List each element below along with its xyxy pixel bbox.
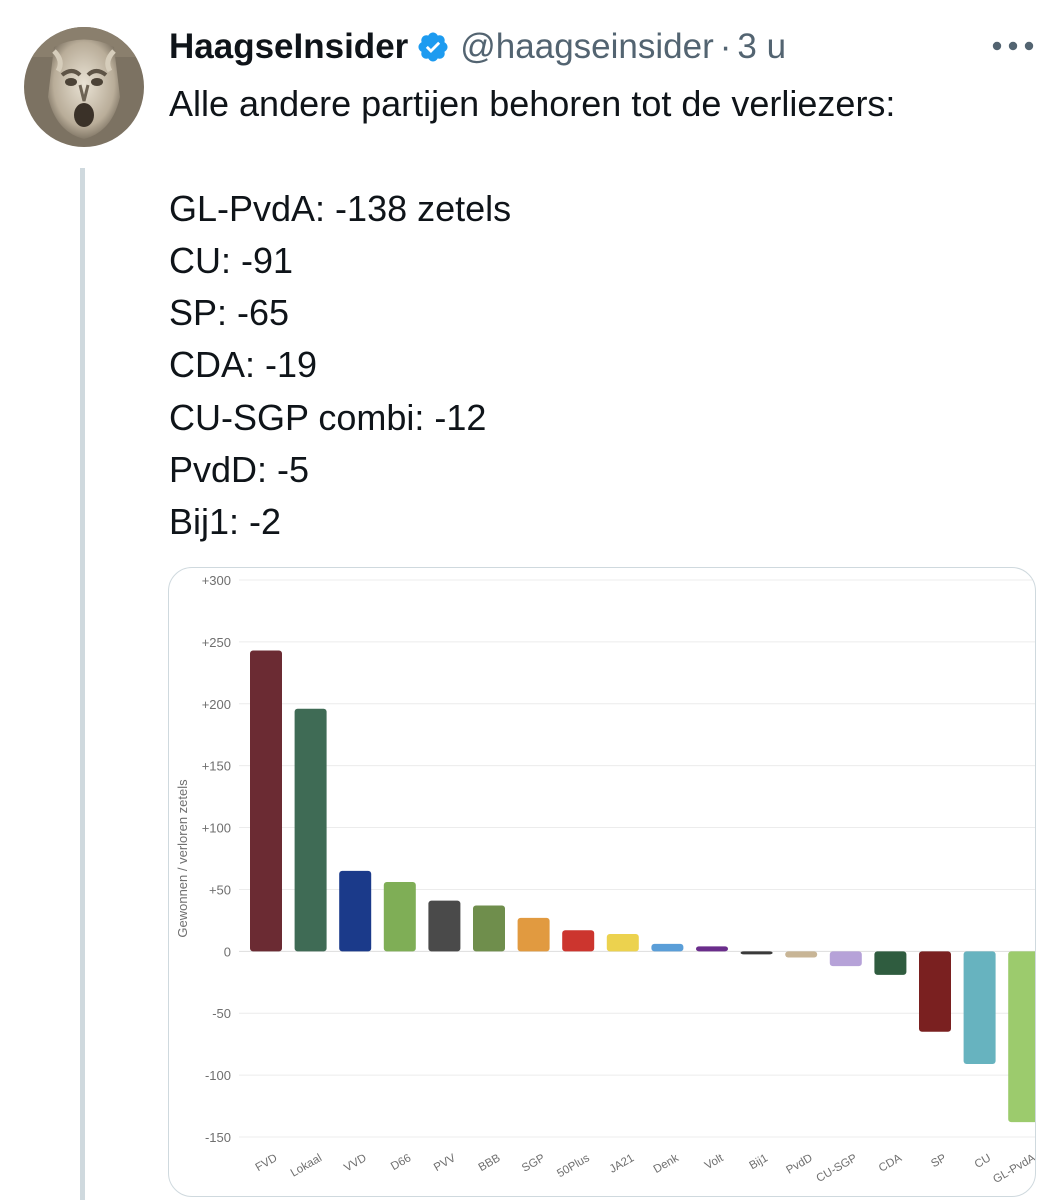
tweet-line: CDA: -19 (169, 344, 318, 386)
bar-bij1 (740, 951, 773, 955)
bar-volt (696, 946, 728, 952)
tweet-line: Bij1: -2 (169, 501, 282, 543)
bar-cu-sgp (829, 951, 862, 967)
x-tick-label: Bij1 (747, 1152, 770, 1172)
separator-dot: · (719, 27, 732, 66)
tweet-text: Alle andere partijen behoren tot de verl… (169, 78, 1029, 549)
y-axis-label: Gewonnen / verloren zetels (175, 779, 190, 938)
bar-d66 (383, 882, 416, 952)
more-options-icon[interactable] (988, 26, 1038, 66)
bar-chart: +300 +250 +200 +150 +100 +50 0 -50 -100 -150 Gewon… (175, 573, 1035, 1186)
x-tick-label: JA21 (608, 1152, 637, 1176)
x-tick-label: Volt (703, 1152, 726, 1172)
tweet-line: CU-SGP combi: -12 (169, 396, 487, 438)
y-tick-label: +250 (202, 635, 231, 650)
y-tick-label: +50 (209, 882, 231, 897)
y-tick-label: +200 (202, 697, 231, 712)
chart-image-card[interactable]: +300 +250 +200 +150 +100 +50 0 -50 -100 -150 Gewon… (168, 567, 1036, 1197)
tweet-intro-line: Alle andere partijen behoren tot de verl… (169, 83, 896, 124)
x-tick-label: Denk (652, 1152, 681, 1176)
x-tick-label: PvdD (784, 1152, 814, 1176)
y-tick-label: +100 (202, 821, 231, 836)
y-tick-label: +300 (202, 573, 231, 588)
bar-50plus (562, 930, 595, 952)
x-tick-label: SP (929, 1152, 949, 1170)
y-tick-label: 0 (224, 944, 231, 959)
x-tick-label: PVV (432, 1152, 458, 1174)
timestamp[interactable]: 3 u (737, 27, 787, 66)
bar-lokaal (294, 708, 327, 952)
bar-sgp (517, 917, 550, 952)
x-tick-label: CDA (877, 1152, 904, 1175)
bar-pvdd (785, 951, 818, 958)
x-tick-label: GL-PvdA (991, 1152, 1035, 1186)
x-tick-label: FVD (254, 1152, 280, 1174)
tweet-line: SP: -65 (169, 292, 290, 334)
tweet-header: HaagseInsider @haagseinsider · 3 u (169, 22, 786, 72)
bar-gl-pvda (1008, 951, 1035, 1123)
bar-bbb (473, 905, 505, 952)
bar-pvv (428, 900, 461, 952)
tweet-line: GL-PvdA: -138 zetels (169, 187, 512, 229)
x-tick-label: D66 (389, 1152, 413, 1173)
bar-cu (963, 951, 996, 1064)
tweet-line: PvdD: -5 (169, 449, 310, 491)
x-tick-label: Lokaal (289, 1152, 324, 1179)
blank-line (169, 130, 1029, 182)
y-tick-label: -100 (205, 1068, 231, 1083)
x-tick-label: CU-SGP (815, 1152, 860, 1185)
tweet-line: CU: -91 (169, 239, 294, 281)
avatar-image (24, 27, 144, 147)
x-tick-label: 50Plus (555, 1152, 592, 1180)
x-tick-label: SGP (520, 1152, 547, 1175)
bar-sp (919, 951, 951, 1032)
y-tick-label: -50 (212, 1006, 231, 1021)
y-tick-label: -150 (205, 1130, 231, 1145)
bar-cda (874, 951, 907, 975)
bar-fvd (250, 650, 282, 952)
author-name[interactable]: HaagseInsider (169, 27, 409, 66)
x-tick-label: VVD (342, 1152, 368, 1174)
author-handle[interactable]: @haagseinsider (460, 27, 714, 66)
thread-connector-line (80, 168, 85, 1200)
x-tick-label: CU (973, 1152, 993, 1171)
y-tick-label: +150 (202, 759, 231, 774)
avatar[interactable] (24, 27, 144, 147)
bar-denk (651, 943, 684, 952)
bar-vvd (339, 870, 372, 952)
bar-ja21 (606, 934, 639, 952)
x-tick-label: BBB (477, 1152, 503, 1174)
verified-badge-icon[interactable] (416, 30, 450, 64)
